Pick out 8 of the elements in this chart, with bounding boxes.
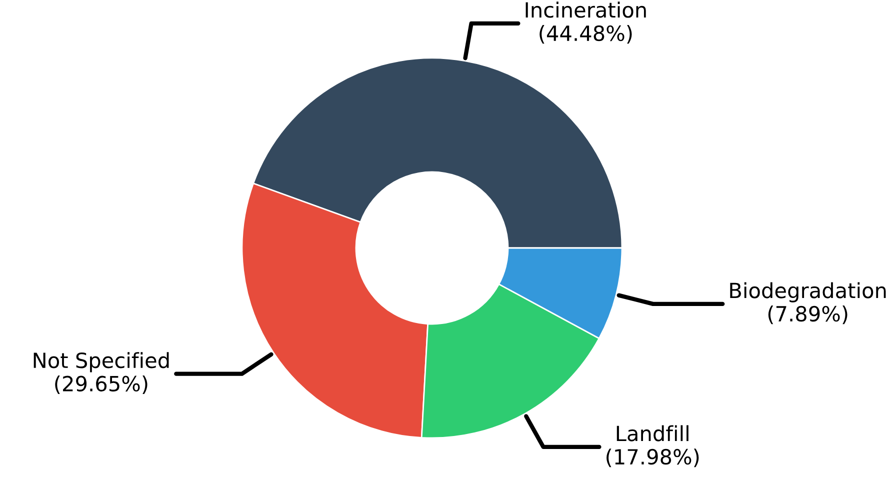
slice-label: Landfill bbox=[616, 425, 688, 442]
slice-label: Biodegradation bbox=[730, 282, 886, 302]
slice-label: Incineration bbox=[526, 2, 646, 18]
slice-label: Not Specified bbox=[34, 352, 169, 372]
data-label: (44.48%) bbox=[540, 25, 632, 44]
data-label: (29.65%) bbox=[55, 375, 148, 394]
data-label: (17.98%) bbox=[606, 448, 699, 468]
data-label: (7.89%) bbox=[768, 306, 848, 324]
